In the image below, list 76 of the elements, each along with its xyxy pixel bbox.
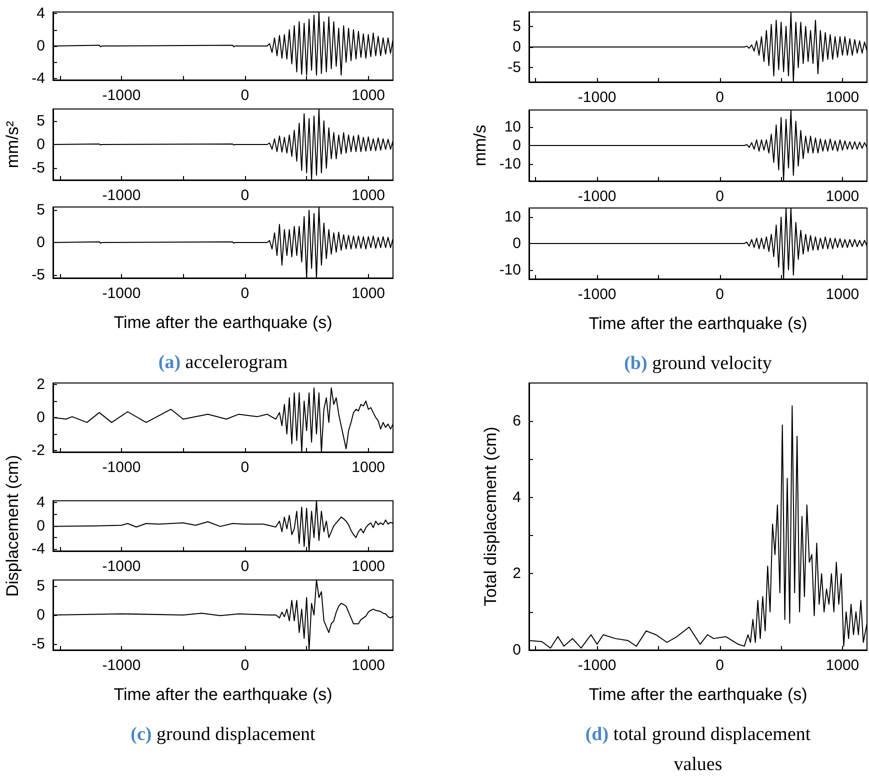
x-tick-label: -1000 [578,89,616,106]
y-tick-label: -5 [32,636,45,653]
text: (c) ground displacement [130,723,316,747]
y-tick-label: -5 [32,266,45,284]
x-tick-label: -1000 [102,558,141,575]
x-tick-label: 1000 [826,657,860,674]
x-tick-label: 0 [240,187,250,204]
y-tick-label: 0 [36,38,45,54]
x-tick-label: 1000 [826,188,860,205]
y-tick-label: -5 [508,59,521,76]
y-tick-label: 0 [512,235,521,252]
y-tick-label: 0 [512,642,521,658]
text: (d) total ground displacement values [584,723,812,777]
y-tick-label: 0 [36,606,45,624]
line-series [52,108,394,180]
x-tick-label: -1000 [102,657,141,674]
y-tick-label: -2 [32,442,45,459]
x-tick-label: 1000 [352,558,386,575]
y-tick-label: 0 [512,38,521,56]
x-axis-title: Time after the earthquake (s) [588,685,808,704]
y-tick-label: 2 [36,376,45,394]
x-tick-label: 0 [240,459,250,476]
x-tick-label: -1000 [102,459,141,476]
y-axis-title: Displacement (cm) [2,454,22,597]
x-tick-label: -1000 [578,188,616,205]
y-tick-label: 0 [512,137,521,154]
y-axis-title: mm/s² [2,120,22,168]
y-tick-label: -10 [499,156,521,173]
x-tick-label: 1000 [352,657,386,674]
y-tick-label: 4 [512,488,521,506]
x-tick-label: 0 [716,188,724,205]
y-tick-label: 2 [512,565,521,582]
x-tick-label: 1000 [352,87,386,104]
x-axis-title: Time after the earthquake (s) [588,314,808,333]
x-tick-label: 1000 [352,285,386,302]
text: (a) accelerogram [157,351,289,375]
text: (b) ground velocity [623,352,773,376]
x-tick-label: 0 [716,286,724,303]
x-tick-label: -1000 [102,285,141,302]
y-tick-label: -5 [32,160,45,177]
y-tick-label: 0 [36,136,45,153]
x-tick-label: 1000 [352,187,386,204]
x-tick-label: 0 [716,89,724,106]
y-axis-title: Total displacement (cm) [481,426,500,606]
y-tick-label: -4 [32,540,45,558]
y-tick-label: 10 [504,118,521,136]
y-tick-label: 5 [36,577,45,594]
y-tick-label: 4 [36,5,45,22]
y-tick-label: 0 [36,234,45,251]
y-tick-label: 4 [36,494,45,511]
x-tick-label: 0 [240,87,250,104]
x-axis-title: Time after the earthquake (s) [114,685,332,704]
x-tick-label: 1000 [352,459,386,476]
x-tick-label: -1000 [578,286,616,303]
x-tick-label: 1000 [826,89,860,106]
y-tick-label: 5 [36,112,45,130]
y-tick-label: 0 [36,409,45,426]
y-axis-title: mm/s [470,124,490,166]
x-tick-label: 0 [240,558,250,575]
x-tick-label: -1000 [578,657,616,674]
y-tick-label: 0 [36,517,45,534]
y-tick-label: -10 [499,261,521,278]
x-tick-label: 0 [716,657,724,674]
x-tick-label: 0 [240,285,250,302]
x-tick-label: -1000 [102,87,141,104]
line-series [52,206,394,278]
y-tick-label: -4 [32,70,45,87]
x-tick-label: 0 [240,657,250,674]
x-axis-title: Time after the earthquake (s) [114,313,332,332]
line-series [52,500,394,552]
y-tick-label: 10 [504,208,521,226]
x-tick-label: -1000 [102,187,141,204]
y-tick-label: 6 [512,412,521,430]
y-tick-label: 5 [36,202,45,219]
x-tick-label: 1000 [826,286,860,303]
y-tick-label: 5 [512,18,521,35]
